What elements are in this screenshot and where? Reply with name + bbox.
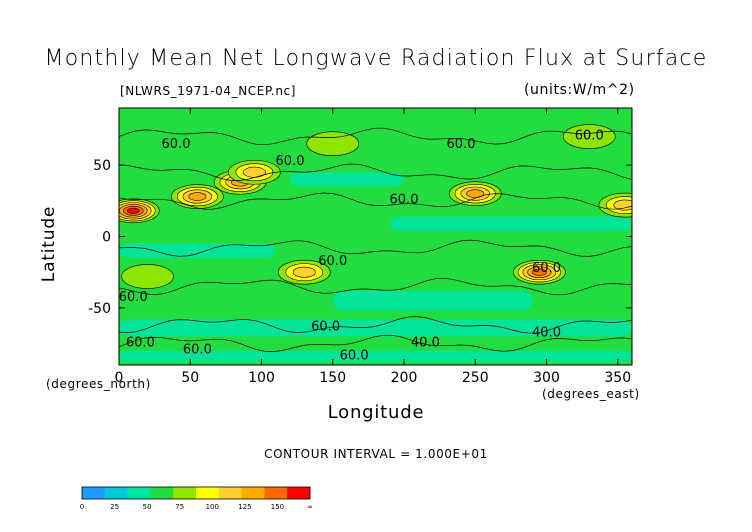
x-tick-label: 300 (533, 370, 560, 386)
contour-label: 60.0 (575, 128, 604, 143)
units-label: (units:W/m^2) (524, 82, 635, 98)
x-axis-label: Longitude (327, 402, 425, 423)
feature-contour (188, 192, 207, 201)
colorbar-swatch (150, 487, 174, 499)
x-tick-label: 100 (248, 370, 275, 386)
feature-contour (121, 264, 174, 289)
contour-line (119, 127, 632, 146)
contour-label: 60.0 (318, 254, 347, 269)
feature-contour (126, 207, 140, 214)
contour-line (119, 277, 632, 296)
colorbar-swatch (241, 487, 265, 499)
contour-label: 60.0 (532, 261, 561, 276)
field-band (119, 350, 632, 363)
field-features (119, 124, 632, 289)
contour-label: 40.0 (532, 325, 561, 340)
field-band (290, 172, 404, 187)
colorbar-swatch (287, 487, 311, 499)
feature-contour (466, 189, 485, 198)
feature-contour (562, 124, 616, 149)
colorbar-tick-label: 125 (238, 503, 251, 511)
field-band (389, 216, 632, 231)
contour-line (119, 334, 632, 352)
x-tick-label: 150 (319, 370, 346, 386)
field-bands (119, 110, 632, 363)
y-tick-label: 50 (93, 158, 111, 174)
y-axis-label: Latitude (39, 205, 59, 283)
feature-contour (531, 268, 547, 276)
colorbar-tick-label: 50 (143, 503, 152, 511)
x-tick-label: 350 (604, 370, 631, 386)
colorbar-swatch (104, 487, 128, 499)
colorbar-tick-label: 75 (175, 503, 184, 511)
dataset-filename: [NLWRS_1971-04_NCEP.nc] (120, 84, 297, 98)
x-tick-label: 0 (115, 370, 124, 386)
colorbar-tick-label: ∞ (307, 503, 313, 511)
colorbar: 0 25 50 75 100 125 150 ∞ (80, 486, 313, 511)
feature-contour (306, 131, 360, 156)
field-band (119, 243, 276, 258)
colorbar-swatch (218, 487, 242, 499)
contour-line (119, 163, 632, 181)
x-axis-ticks: 0 50 100 150 200 250 300 350 (115, 108, 631, 386)
contour-line (119, 239, 632, 257)
contour-line (119, 316, 632, 334)
chart-title: Monthly Mean Net Longwave Radiation Flux… (44, 46, 708, 71)
feature-contour (613, 199, 632, 211)
colorbar-tick-label: 25 (110, 503, 119, 511)
feature-contour (242, 166, 266, 178)
colorbar-swatch (196, 487, 220, 499)
colorbar-swatch (264, 487, 288, 499)
feature-contour (292, 266, 316, 278)
colorbar-tick-label: 100 (206, 503, 219, 511)
field-band (332, 290, 533, 311)
colorbar-swatch (82, 487, 106, 499)
y-tick-label: 0 (102, 230, 111, 246)
x-axis-unit-label: (degrees_east) (542, 387, 640, 401)
x-tick-label: 50 (181, 370, 199, 386)
y-axis-unit-label: (degrees_north) (46, 377, 151, 391)
field-band (119, 319, 632, 337)
x-tick-label: 200 (391, 370, 418, 386)
field-band (119, 110, 632, 128)
y-tick-label: -50 (88, 301, 111, 317)
contour-label: 40.0 (411, 335, 440, 350)
contour-line (119, 192, 632, 210)
colorbar-tick-label: 150 (271, 503, 284, 511)
y-axis-ticks: 50 0 -50 (88, 158, 632, 317)
colorbar-swatch (127, 487, 151, 499)
contour-label: 60.0 (126, 335, 155, 350)
contour-label: 60.0 (390, 193, 419, 208)
contour-interval-label: CONTOUR INTERVAL = 1.000E+01 (264, 447, 488, 461)
contour-label: 60.0 (447, 137, 476, 152)
contour-lines (119, 127, 632, 352)
colorbar-frame (81, 486, 311, 500)
colorbar-swatch (173, 487, 197, 499)
colorbar-tick-label: 0 (80, 503, 84, 511)
contour-label: 60.0 (162, 137, 191, 152)
contour-label: 60.0 (183, 343, 212, 358)
contour-labels: 60.060.060.060.060.060.0 60.060.060.060.0… (119, 128, 604, 363)
x-tick-label: 250 (462, 370, 489, 386)
contour-label: 60.0 (311, 320, 340, 335)
contour-label: 60.0 (340, 348, 369, 363)
contour-label: 60.0 (276, 154, 305, 169)
contour-label: 60.0 (119, 290, 148, 305)
